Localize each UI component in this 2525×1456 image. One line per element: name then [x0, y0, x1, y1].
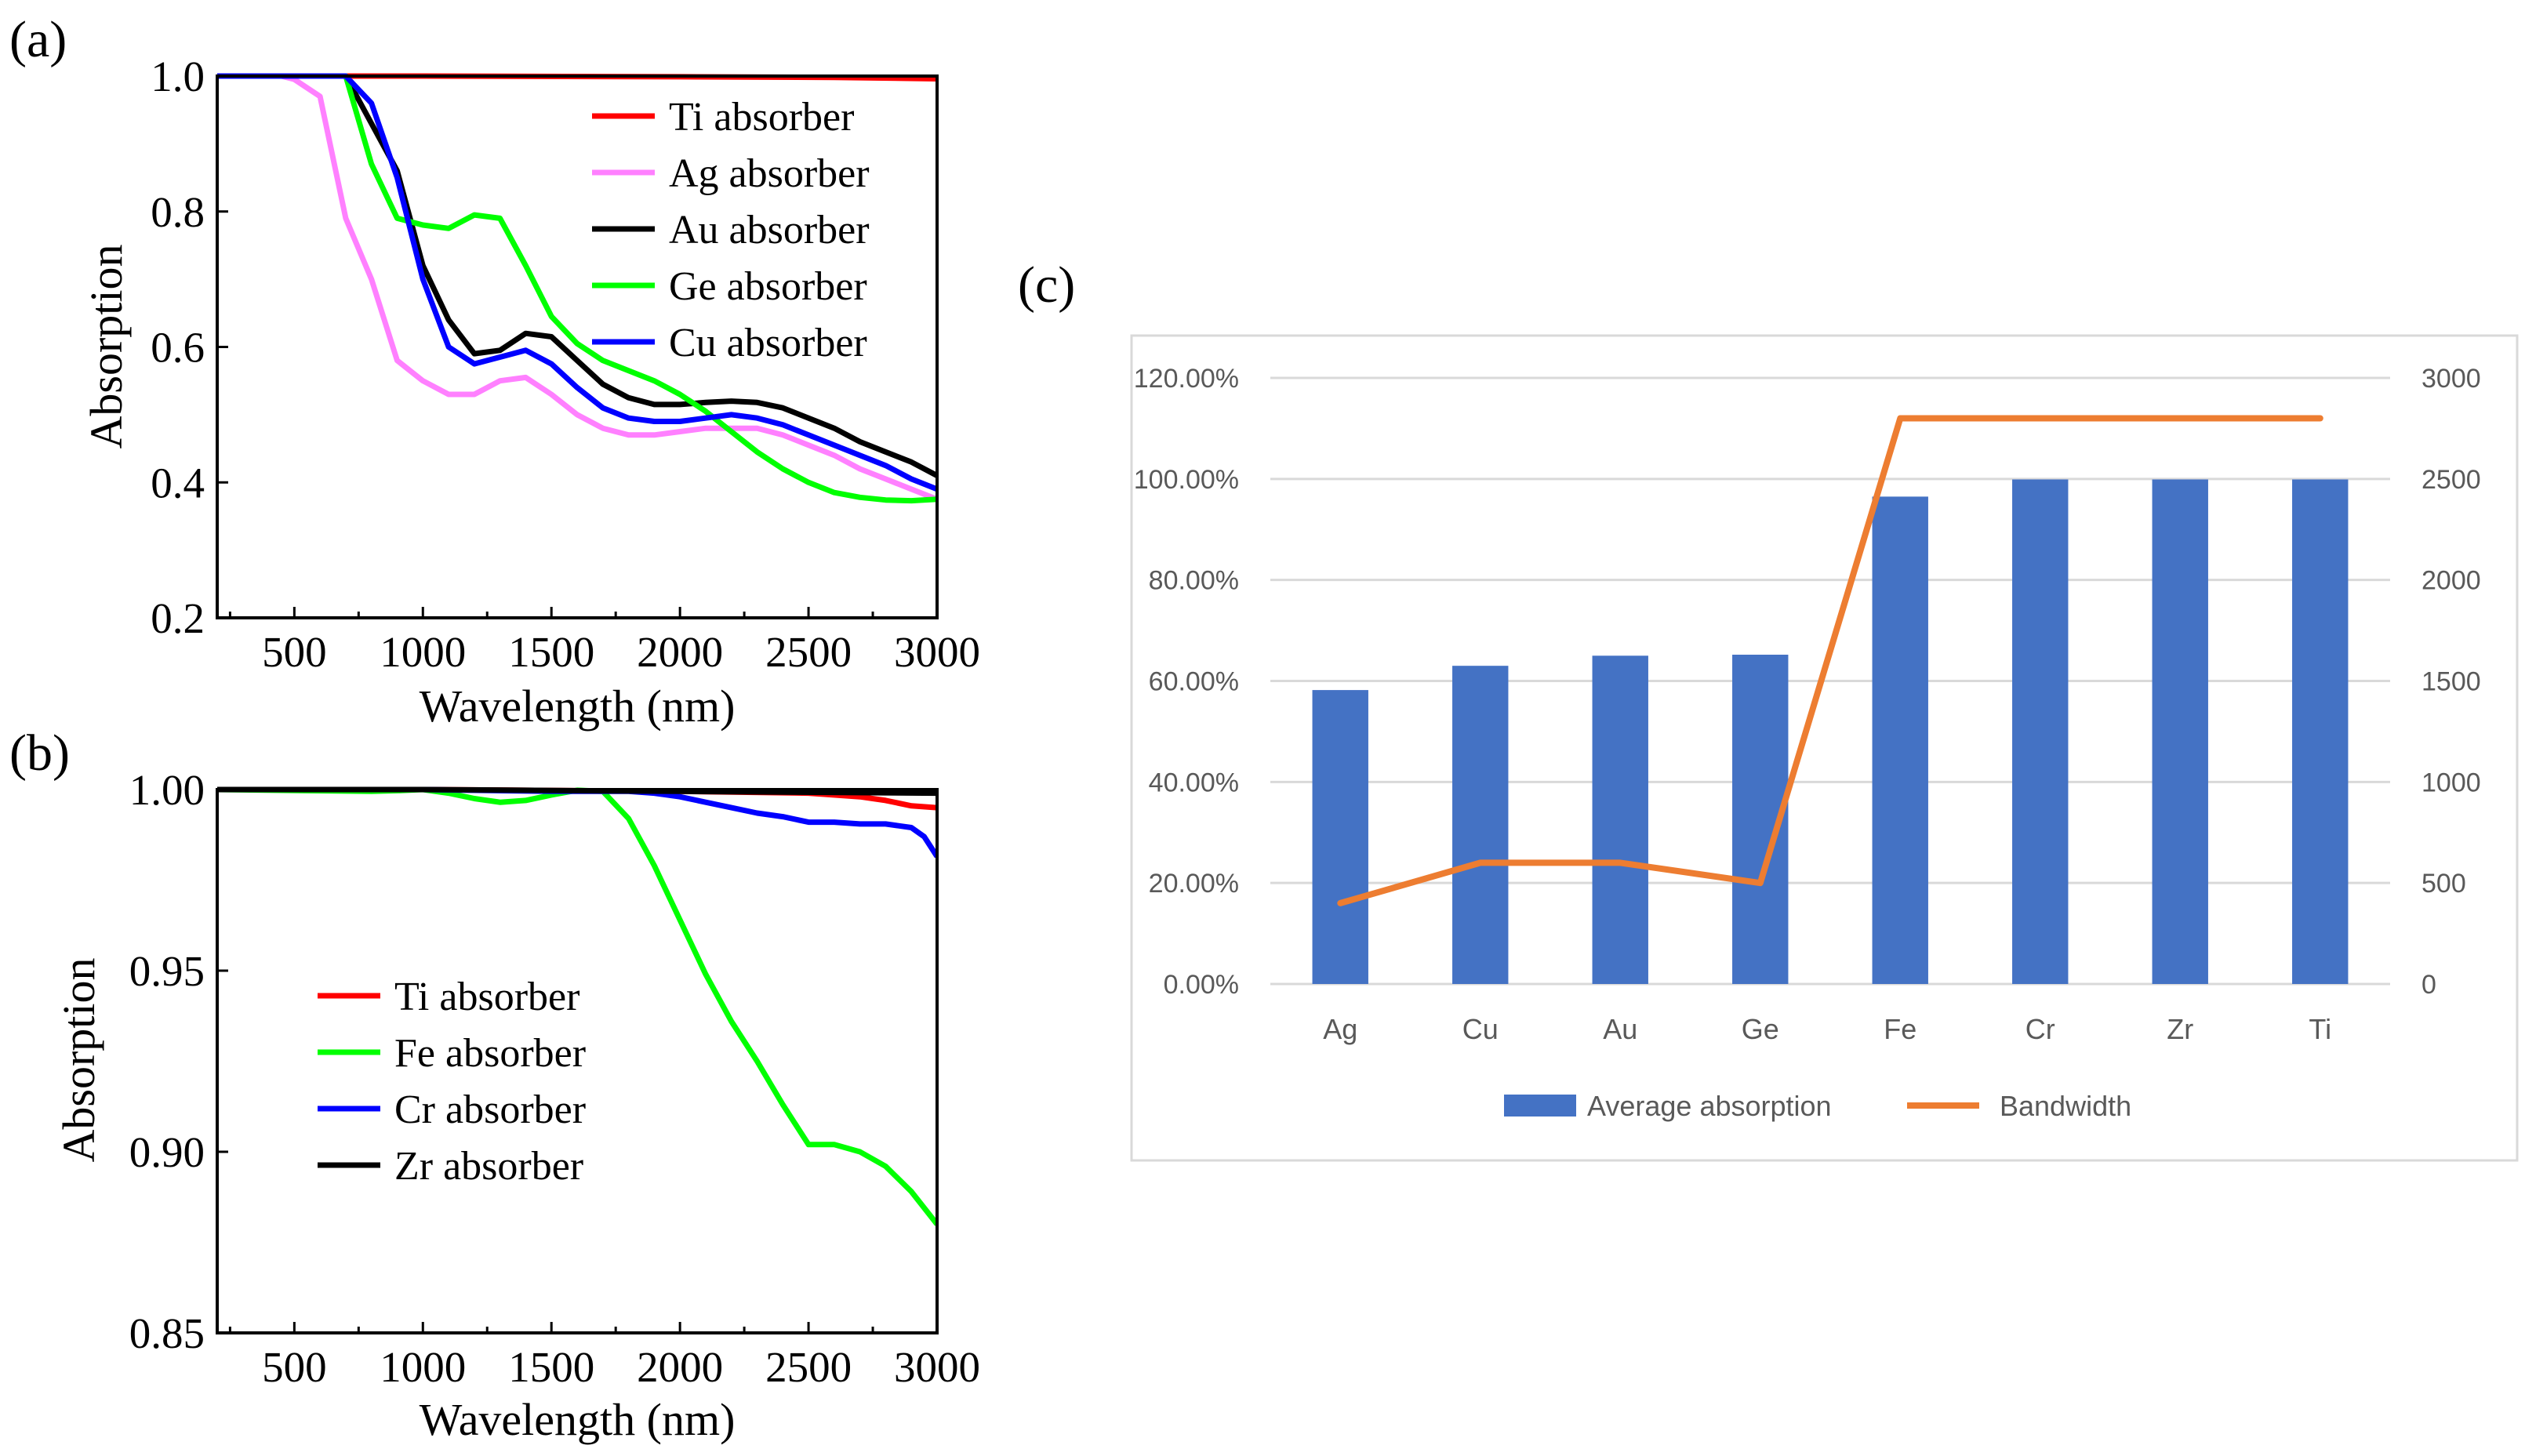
chart-a-legend-label-ge-absorber: Ge absorber [669, 264, 867, 309]
chart-a-legend: Ti absorber Ag absorber Au absorber Ge abso… [592, 95, 870, 365]
chart-b: 500 1000 1500 2000 2500 30000.850.900.951.00 … [53, 766, 980, 1445]
chart-c-ytick-right-label: 1000 [2421, 768, 2481, 797]
chart-a-ytick-label: 1.0 [151, 53, 205, 100]
chart-a-xtick-label: 2000 [637, 628, 723, 676]
chart-a-line-ag-absorber [217, 73, 937, 503]
chart-c-bar-au [1592, 655, 1648, 984]
chart-b-xtick-label: 3000 [894, 1343, 980, 1391]
chart-c-ytick-left-label: 0.00% [1164, 970, 1239, 1000]
chart-b-xtick-label: 2000 [637, 1343, 723, 1391]
chart-a-xtick-label: 2500 [765, 628, 852, 676]
chart-c-ytick-left-label: 120.00% [1134, 364, 1239, 394]
chart-c-legend-label-average-absorption: Average absorption [1587, 1090, 1832, 1122]
chart-c-ytick-right-label: 3000 [2421, 364, 2481, 394]
panel-label-c: (c) [1018, 256, 1075, 314]
chart-c-ytick-right-label: 1500 [2421, 667, 2481, 697]
chart-c-category-label: Au [1603, 1013, 1637, 1045]
chart-c-bar-zr [2152, 479, 2208, 984]
chart-a-legend-label-ti-absorber: Ti absorber [669, 95, 854, 140]
chart-c-ytick-left-label: 80.00% [1149, 566, 1239, 596]
chart-a-xtick-label: 1500 [508, 628, 594, 676]
chart-a-line-au-absorber [217, 73, 937, 478]
chart-b-xtick-label: 1500 [508, 1343, 594, 1391]
chart-c-bandwidth-line [1337, 415, 2323, 906]
chart-c-category-label: Zr [2167, 1013, 2193, 1045]
chart-c-category-label: Cr [2025, 1013, 2055, 1045]
chart-b-ylabel: Absorption [53, 958, 104, 1163]
chart-a-ytick-label: 0.6 [151, 324, 205, 372]
chart-c-category-label: Ag [1323, 1013, 1357, 1045]
chart-a-ytick-label: 0.8 [151, 188, 205, 236]
chart-c-category-label: Ge [1742, 1013, 1779, 1045]
chart-c-legend-label-bandwidth: Bandwidth [2000, 1090, 2131, 1122]
chart-c-ytick-right-label: 0 [2421, 970, 2436, 1000]
chart-a-xlabel: Wavelength (nm) [420, 681, 736, 732]
chart-b-ticks: 500 1000 1500 2000 2500 3000 0.85 0.90 0.95 1.00 [129, 766, 980, 1391]
chart-b-legend-label-fe-absorber: Fe absorber [394, 1031, 586, 1076]
chart-a-ylabel: Absorption [81, 245, 132, 449]
chart-a-series [217, 73, 937, 504]
chart-a-legend-label-ag-absorber: Ag absorber [669, 151, 870, 196]
chart-a-line-cu-absorber [217, 73, 937, 492]
chart-b-legend: Ti absorber Fe absorber Cr absorber Zr abso… [318, 975, 586, 1189]
chart-b-ytick-label: 0.90 [129, 1128, 205, 1176]
chart-c-ytick-left-label: 60.00% [1149, 667, 1239, 697]
chart-a-legend-label-au-absorber: Au absorber [669, 208, 870, 252]
chart-a: 500 1000 1500 2000 2500 3000 0.2 0.4 0.6 0.8 1.0 W… [81, 53, 980, 732]
chart-c-ytick-right-label: 2500 [2421, 465, 2481, 495]
chart-c-ytick-left-label: 20.00% [1149, 869, 1239, 899]
chart-b-ytick-label: 0.85 [129, 1309, 205, 1357]
chart-c-ytick-right-label: 500 [2421, 869, 2466, 899]
chart-b-ytick-label: 1.00 [129, 766, 205, 814]
chart-a-legend-label-cu-absorber: Cu absorber [669, 321, 867, 365]
chart-c-category-label: Fe [1884, 1013, 1916, 1045]
chart-a-line-ge-absorber [217, 73, 937, 504]
chart-c-bar-ti [2292, 479, 2349, 984]
chart-a-xtick-label: 500 [262, 628, 327, 676]
chart-c-bar-cu [1452, 666, 1509, 984]
chart-c-legend-swatch-average-absorption [1504, 1095, 1576, 1117]
chart-c-bar-fe [1872, 496, 1928, 984]
chart-b-legend-label-zr-absorber: Zr absorber [394, 1144, 583, 1189]
chart-b-ytick-label: 0.95 [129, 947, 205, 995]
chart-c-ytick-left-label: 100.00% [1134, 465, 1239, 495]
panel-label-a: (a) [9, 11, 67, 68]
chart-a-xtick-label: 1000 [380, 628, 466, 676]
chart-b-legend-label-cr-absorber: Cr absorber [394, 1087, 586, 1132]
chart-a-ticks: 500 1000 1500 2000 2500 3000 0.2 0.4 0.6 0.8 1.0 [151, 53, 980, 676]
chart-b-legend-label-ti-absorber: Ti absorber [394, 975, 579, 1019]
chart-c: 0.00% 20.00% 40.00% 60.00% 80.00% 100.00% 120.… [1130, 334, 2519, 1162]
chart-c-ytick-right-label: 2000 [2421, 566, 2481, 596]
chart-c-line [1337, 415, 2323, 906]
chart-b-plot-frame [216, 788, 939, 1334]
chart-b-xtick-label: 500 [262, 1343, 327, 1391]
chart-b-xtick-label: 2500 [765, 1343, 852, 1391]
chart-c-category-label: Cu [1462, 1013, 1499, 1045]
chart-c-ytick-left-label: 40.00% [1149, 768, 1239, 797]
chart-a-ytick-label: 0.2 [151, 594, 205, 642]
chart-c-bar-ag [1312, 690, 1368, 984]
chart-c-ticks: 0.00% 20.00% 40.00% 60.00% 80.00% 100.00% 120.… [1134, 364, 2481, 1045]
chart-b-xlabel: Wavelength (nm) [420, 1394, 736, 1445]
chart-c-legend: Average absorption Bandwidth [1504, 1090, 2131, 1122]
chart-b-xtick-label: 1000 [380, 1343, 466, 1391]
panel-label-b: (b) [9, 724, 70, 782]
chart-a-ytick-label: 0.4 [151, 459, 205, 507]
chart-a-xtick-label: 3000 [894, 628, 980, 676]
chart-b-line-cr-absorber [217, 786, 937, 859]
chart-c-bar-cr [2012, 479, 2069, 984]
chart-c-category-label: Ti [2309, 1013, 2331, 1045]
